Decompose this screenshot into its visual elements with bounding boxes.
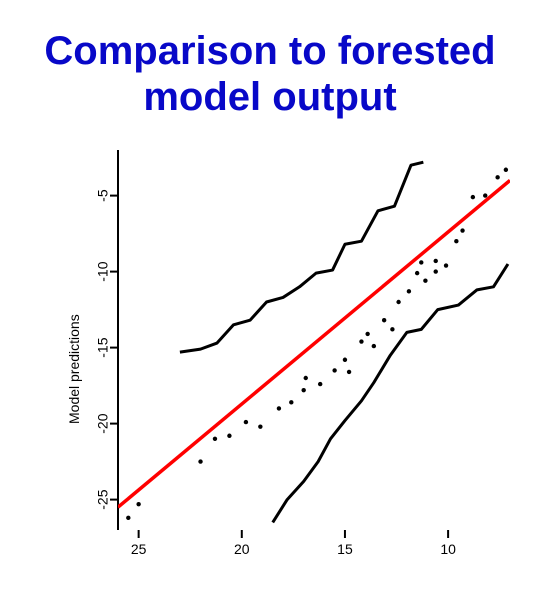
scatter-point <box>347 370 351 374</box>
scatter-point <box>213 437 217 441</box>
page-title: Comparison to forested model output <box>0 0 540 120</box>
lower-band-line <box>273 264 508 522</box>
scatter-point <box>390 327 394 331</box>
scatter-point <box>359 339 363 343</box>
scatter-chart: Model predictions -5 -10 -15 -20 -25 25 20 15 10 <box>40 140 520 560</box>
scatter-point <box>126 516 130 520</box>
ytick-label: -15 <box>95 337 111 357</box>
scatter-point <box>396 300 400 304</box>
scatter-point <box>318 382 322 386</box>
scatter-point <box>423 279 427 283</box>
scatter-point <box>277 406 281 410</box>
ytick-label: -20 <box>95 413 111 433</box>
scatter-point <box>332 368 336 372</box>
scatter-point <box>301 388 305 392</box>
scatter-point <box>419 260 423 264</box>
xtick-label: 25 <box>131 541 147 557</box>
xtick-label: 15 <box>337 541 353 557</box>
scatter-point <box>495 175 499 179</box>
scatter-point <box>504 168 508 172</box>
upper-band-line <box>180 162 423 352</box>
fit-line <box>118 180 510 507</box>
scatter-point <box>198 459 202 463</box>
ytick-label: -5 <box>95 189 111 202</box>
scatter-point <box>483 193 487 197</box>
scatter-point <box>415 271 419 275</box>
scatter-point <box>372 344 376 348</box>
ytick-label: -10 <box>95 261 111 281</box>
scatter-point <box>434 259 438 263</box>
scatter-point <box>258 424 262 428</box>
scatter-point <box>136 502 140 506</box>
y-axis-label: Model predictions <box>66 314 82 424</box>
ytick-label: -25 <box>95 489 111 509</box>
scatter-point <box>289 400 293 404</box>
chart-svg: -5 -10 -15 -20 -25 25 20 15 10 <box>40 140 520 560</box>
scatter-point <box>227 434 231 438</box>
scatter-point <box>460 228 464 232</box>
scatter-point <box>407 289 411 293</box>
scatter-point <box>343 358 347 362</box>
scatter-point <box>444 263 448 267</box>
xtick-label: 10 <box>440 541 456 557</box>
scatter-point <box>382 318 386 322</box>
scatter-point <box>244 420 248 424</box>
scatter-point <box>454 239 458 243</box>
scatter-point <box>434 269 438 273</box>
scatter-point <box>365 332 369 336</box>
scatter-point <box>304 376 308 380</box>
scatter-point <box>471 195 475 199</box>
xtick-label: 20 <box>234 541 250 557</box>
